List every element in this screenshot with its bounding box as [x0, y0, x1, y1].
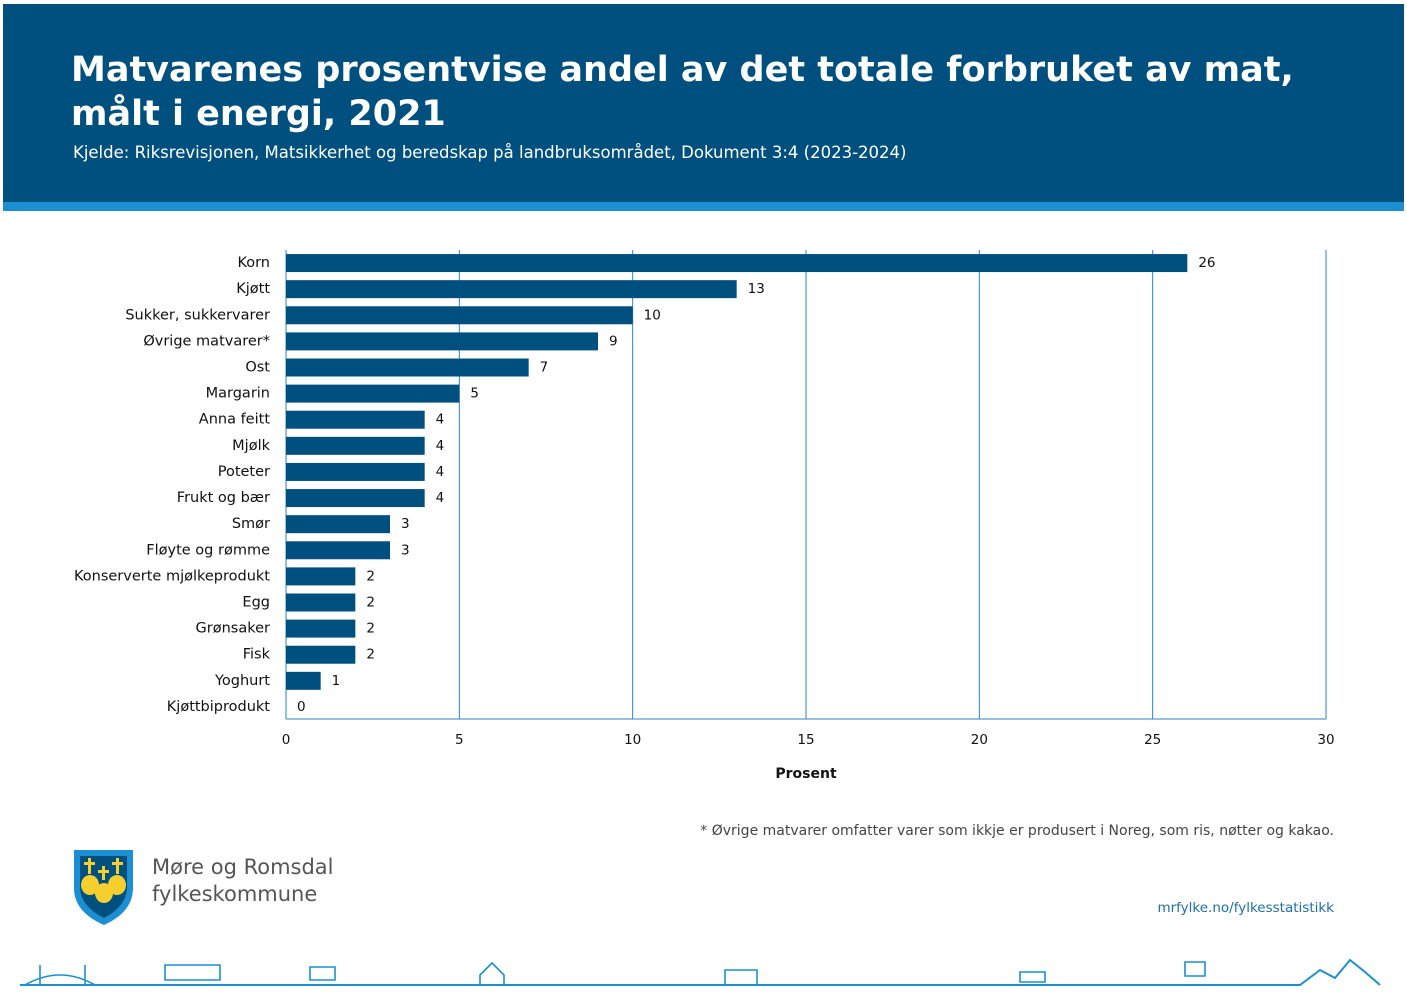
y-tick-label: Korn — [237, 255, 270, 271]
y-tick-label: Fløyte og rømme — [146, 542, 270, 558]
bar — [286, 567, 356, 586]
y-tick-label: Fisk — [243, 647, 271, 663]
value-label: 4 — [436, 464, 445, 480]
y-tick-label: Poteter — [218, 464, 270, 480]
bar — [286, 645, 356, 664]
bar — [286, 254, 1188, 273]
bar — [286, 593, 356, 612]
x-axis-label: Prosent — [775, 766, 837, 782]
bar — [286, 332, 598, 351]
value-label: 4 — [436, 412, 445, 428]
x-tick-label: 20 — [971, 732, 988, 748]
bar — [286, 384, 460, 403]
y-tick-label: Grønsaker — [196, 621, 270, 637]
bar — [286, 462, 425, 481]
x-tick-label: 15 — [797, 732, 814, 748]
x-tick-label: 5 — [455, 732, 464, 748]
value-label: 26 — [1198, 255, 1215, 271]
x-tick-label: 30 — [1317, 732, 1334, 748]
bar — [286, 541, 390, 560]
value-label: 3 — [401, 542, 410, 558]
url: mrfylke.no/fylkesstatistikk — [1157, 900, 1334, 916]
y-tick-label: Margarin — [206, 386, 270, 402]
y-tick-label: Øvrige matvarer* — [143, 333, 270, 349]
value-label: 10 — [644, 307, 661, 323]
value-label: 9 — [609, 333, 618, 349]
value-label: 13 — [748, 281, 765, 297]
value-label: 2 — [366, 647, 375, 663]
bar — [286, 410, 425, 429]
value-label: 7 — [540, 360, 549, 376]
value-label: 1 — [332, 673, 341, 689]
y-tick-label: Sukker, sukkervarer — [125, 307, 270, 323]
y-tick-label: Konserverte mjølkeprodukt — [74, 568, 270, 584]
y-tick-label: Ost — [245, 360, 270, 376]
value-label: 3 — [401, 516, 410, 532]
bar — [286, 306, 633, 325]
value-label: 2 — [366, 621, 375, 637]
chart-subtitle: Kjelde: Riksrevisjonen, Matsikkerhet og … — [73, 143, 907, 162]
y-tick-label: Yoghurt — [214, 673, 270, 689]
bar — [286, 515, 390, 534]
y-tick-label: Kjøtt — [236, 281, 270, 297]
x-tick-label: 10 — [624, 732, 641, 748]
value-label: 5 — [470, 386, 479, 402]
y-tick-label: Frukt og bær — [177, 490, 270, 506]
logo: Møre og Romsdal fylkeskommune — [74, 850, 334, 925]
value-label: 2 — [366, 595, 375, 611]
bar — [286, 280, 737, 299]
logo-figures — [81, 858, 126, 903]
value-label: 0 — [297, 699, 306, 715]
bar — [286, 489, 425, 508]
bar — [286, 619, 356, 638]
y-tick-label: Smør — [232, 516, 270, 532]
value-label: 4 — [436, 438, 445, 454]
y-tick-label: Kjøttbiprodukt — [167, 699, 271, 715]
chart-title: Matvarenes prosentvise andel av det tota… — [71, 50, 1294, 134]
decor-icons — [24, 961, 1206, 986]
bar — [286, 671, 321, 690]
x-tick-label: 0 — [282, 732, 291, 748]
value-label: 4 — [436, 490, 445, 506]
footnote: * Øvrige matvarer omfatter varer som ikk… — [700, 823, 1334, 839]
logo-text: fylkeskommune — [152, 882, 317, 906]
value-label: 2 — [366, 568, 375, 584]
bar — [286, 358, 529, 377]
y-tick-label: Egg — [242, 595, 270, 611]
logo-text: Møre og Romsdal — [152, 855, 334, 879]
y-tick-label: Anna feitt — [199, 412, 271, 428]
y-tick-label: Mjølk — [232, 438, 270, 454]
bar — [286, 436, 425, 455]
header-stripe — [3, 202, 1404, 211]
x-tick-label: 25 — [1144, 732, 1161, 748]
header — [3, 4, 1404, 202]
decor-line — [20, 958, 1381, 986]
